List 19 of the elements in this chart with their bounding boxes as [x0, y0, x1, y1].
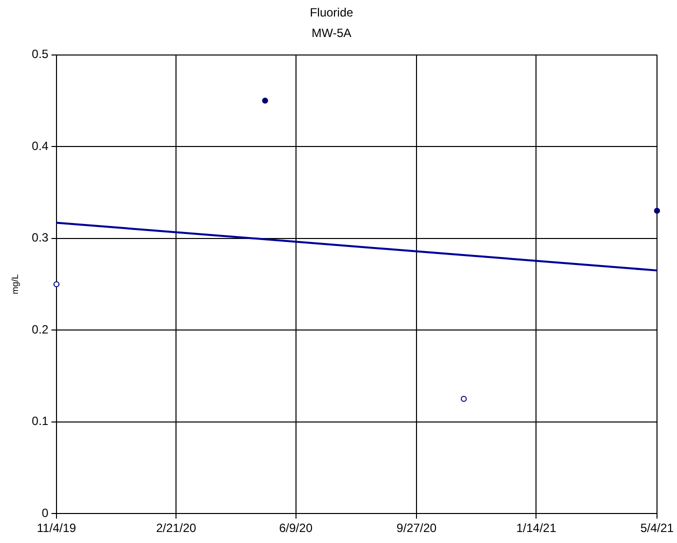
y-tick-label: 0.5 [32, 47, 49, 62]
chart-title: Fluoride [310, 6, 354, 20]
x-tick-label: 6/9/20 [279, 521, 313, 536]
y-tick-label: 0.1 [32, 414, 49, 428]
x-tick-label: 2/21/20 [156, 521, 196, 536]
y-tick-label: 0.4 [32, 138, 49, 153]
x-tick-label: 9/27/20 [396, 521, 437, 536]
y-tick-label: 0 [42, 506, 49, 520]
y-tick-label: 0.3 [32, 230, 49, 245]
x-tick-label: 5/4/21 [640, 521, 674, 536]
point [262, 98, 268, 104]
chart-subtitle: MW-5A [312, 26, 352, 40]
y-tick-label: 0.2 [32, 322, 49, 336]
y-axis-title: mg/L [10, 274, 20, 294]
x-tick-label: 1/14/21 [516, 521, 557, 536]
point [654, 208, 660, 214]
x-tick-label: 11/4/19 [36, 521, 76, 536]
point [53, 281, 60, 288]
point [460, 396, 467, 402]
